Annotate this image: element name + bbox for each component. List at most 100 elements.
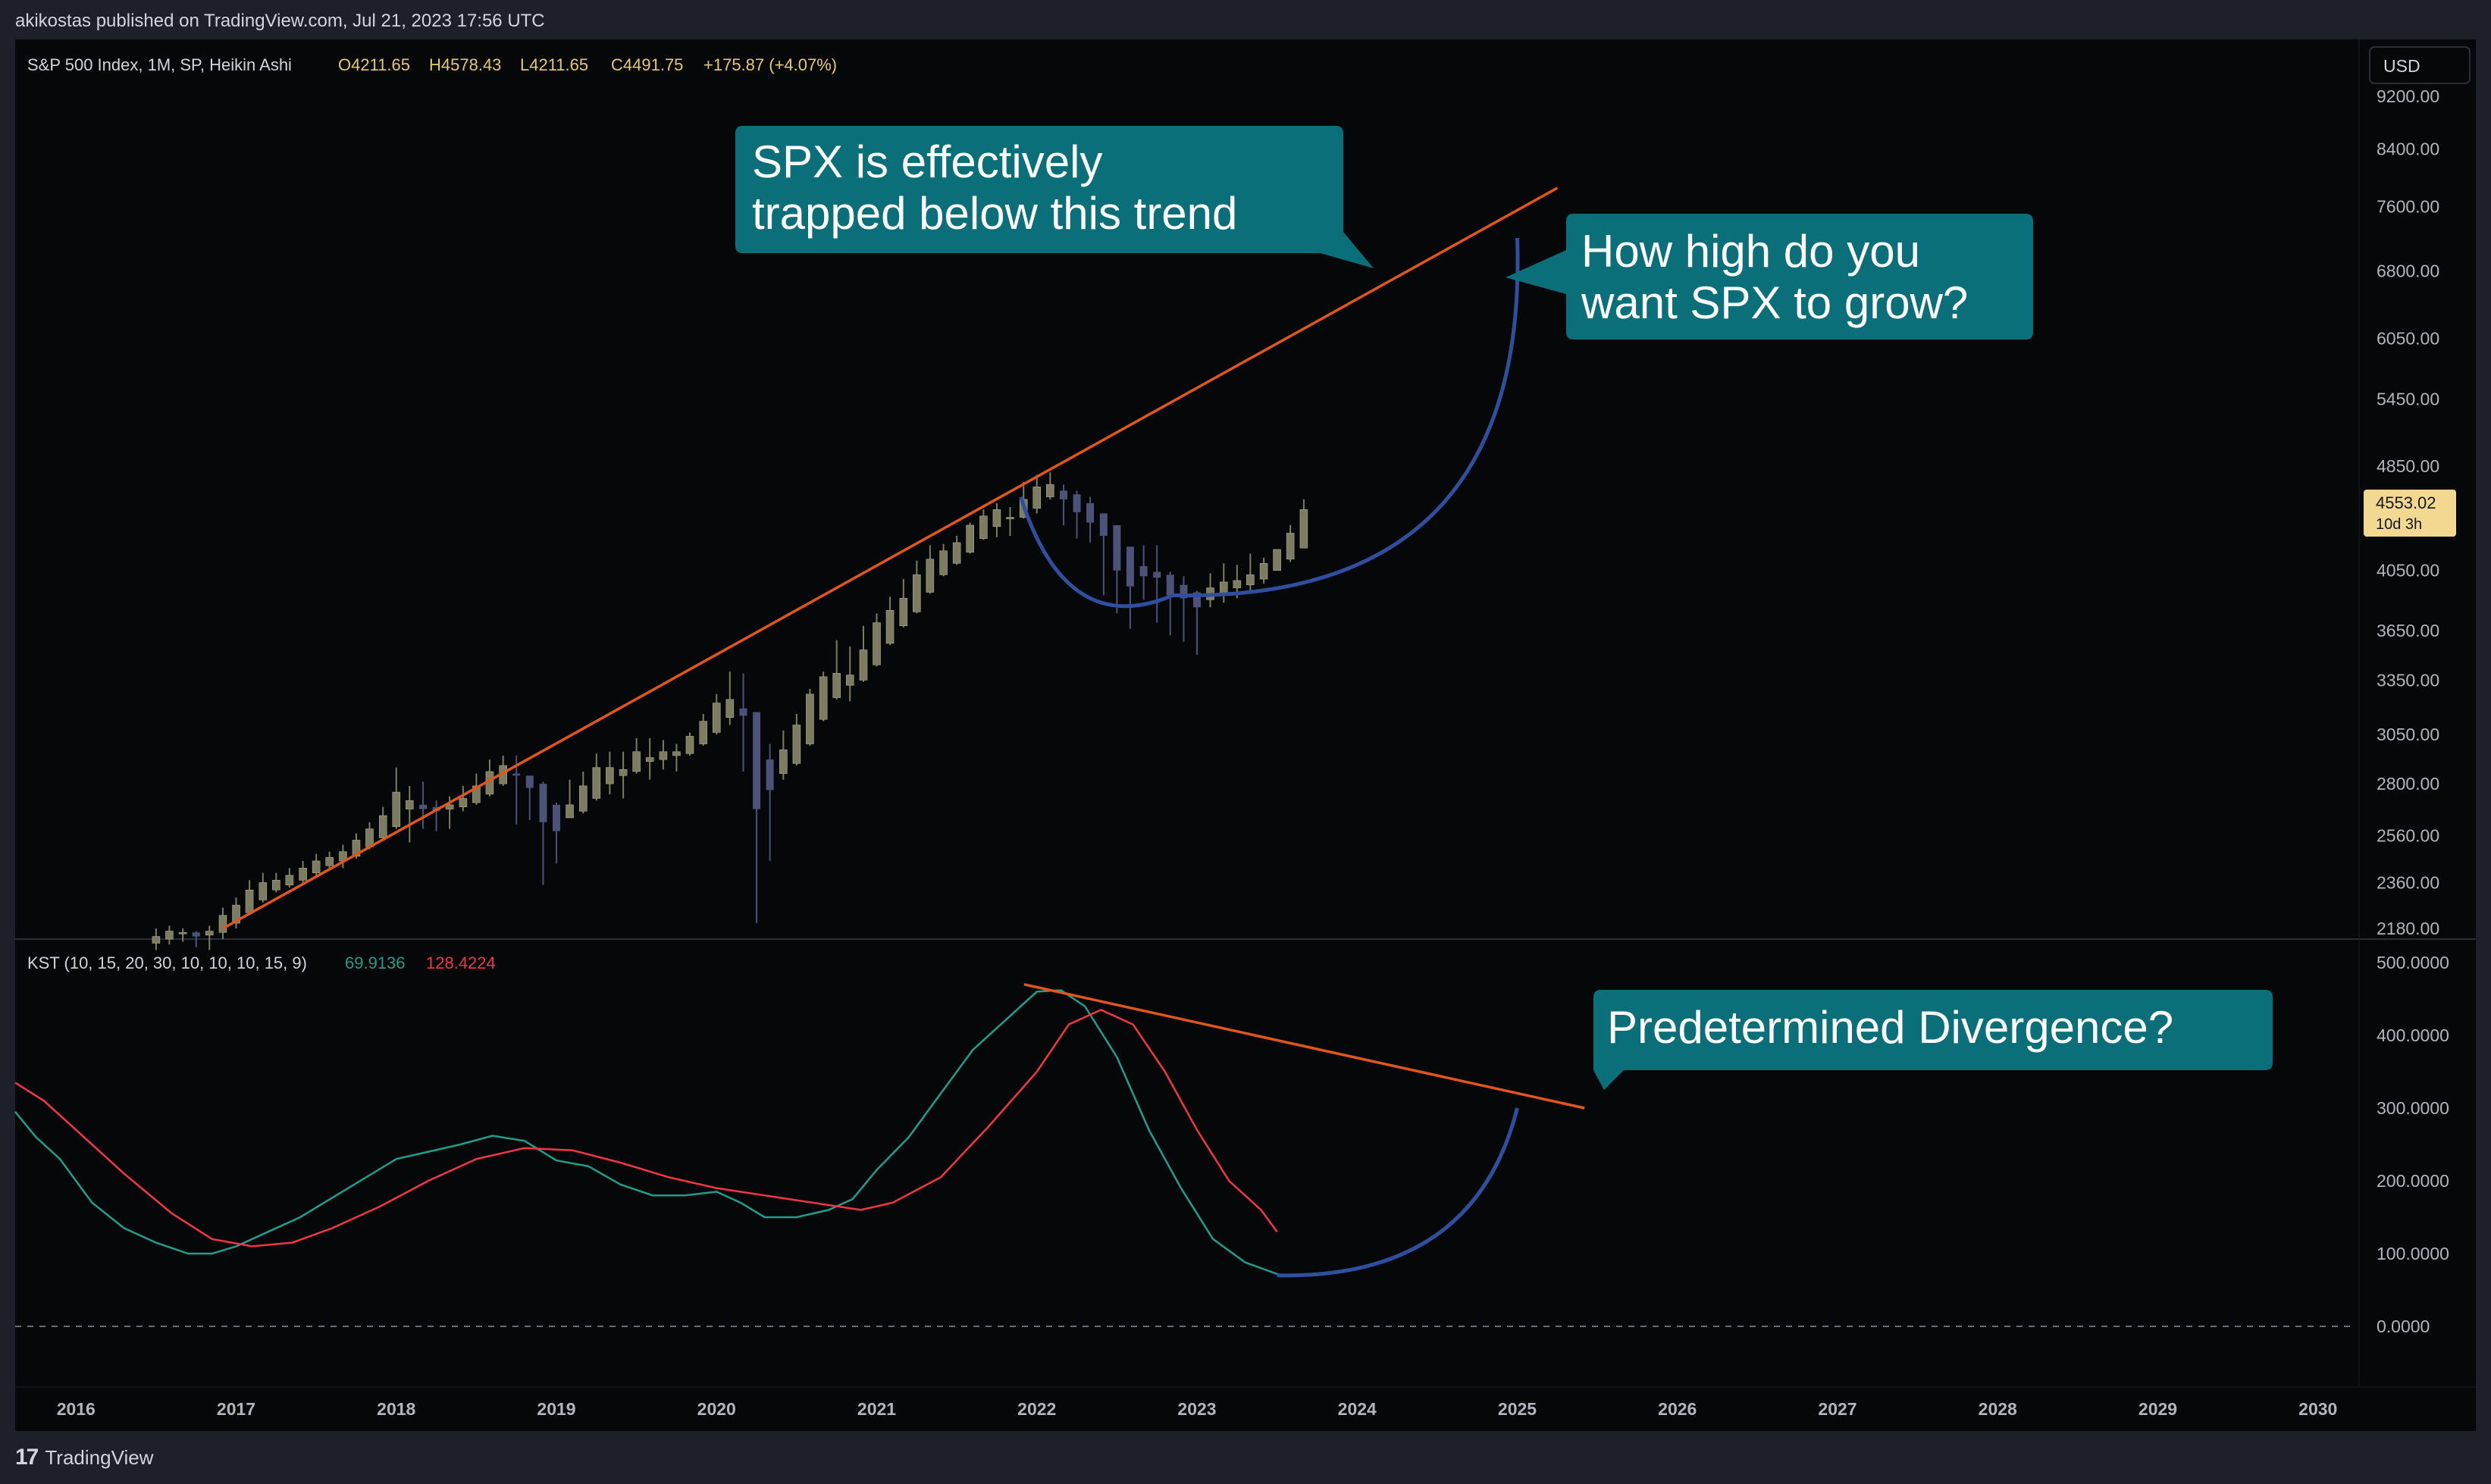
candle-body: [312, 860, 321, 873]
price-tick-label: 4050.00: [2377, 561, 2439, 581]
time-tick-label: 2027: [1818, 1399, 1856, 1419]
candle-body: [1086, 502, 1095, 523]
main-legend-symbol[interactable]: S&P 500 Index, 1M, SP, Heikin Ashi: [27, 55, 292, 74]
main-projection-curve[interactable]: [1019, 237, 1520, 609]
time-tick-label: 2025: [1498, 1399, 1537, 1419]
candle-body: [699, 721, 708, 744]
tradingview-brand: TradingView: [45, 1445, 154, 1469]
candle-body: [152, 936, 161, 944]
candle-body: [685, 736, 694, 754]
kst-tick-label: 100.0000: [2377, 1244, 2449, 1263]
price-tick-label: 3350.00: [2377, 670, 2439, 690]
candle-body: [352, 840, 361, 857]
kst-legend-signal-value: 128.4224: [426, 953, 496, 972]
time-tick-label: 2021: [857, 1399, 896, 1419]
price-label-countdown: 10d 3h: [2376, 516, 2422, 533]
chart-background: [15, 39, 2476, 1431]
candle-body: [1246, 575, 1255, 586]
published-info: akikostas published on TradingView.com, …: [15, 11, 545, 31]
candle-body: [445, 804, 454, 809]
candle-body: [1045, 484, 1054, 497]
price-axis[interactable]: 9200.00 8400.00 7600.00 6800.00 6050.00 5450.…: [2377, 86, 2439, 938]
price-tick-label: 2560.00: [2377, 825, 2439, 845]
candle-body: [325, 857, 334, 866]
time-tick-label: 2016: [57, 1399, 96, 1419]
candle-body: [285, 875, 294, 886]
candle-body: [232, 904, 240, 924]
candle-body: [819, 676, 828, 720]
grow-callout-line-2: want SPX to grow?: [1581, 277, 1968, 328]
price-tick-label: 5450.00: [2377, 389, 2439, 409]
price-tick-label: 2360.00: [2377, 873, 2439, 893]
candle-body: [619, 769, 628, 776]
time-tick-label: 2018: [377, 1399, 415, 1419]
price-tick-label: 3050.00: [2377, 725, 2439, 744]
candle-body: [939, 550, 948, 575]
candle-body: [899, 598, 908, 627]
candle-body: [299, 868, 307, 881]
candle-body: [885, 609, 895, 644]
grow-callout-box[interactable]: [1506, 214, 2033, 340]
candle-body: [1219, 581, 1228, 594]
current-price-label: 4553.02 10d 3h: [2364, 490, 2456, 537]
candle-body: [1153, 571, 1161, 578]
candle-body: [806, 693, 814, 744]
candle-body: [512, 773, 521, 776]
candle-body: [1273, 549, 1281, 571]
time-tick-label: 2019: [537, 1399, 575, 1419]
kst-projection-curve[interactable]: [1277, 1107, 1519, 1278]
tradingview-logo[interactable]: 17 TradingView: [15, 1445, 153, 1470]
legend-low: L4211.65: [520, 55, 588, 74]
tradingview-logo-icon: 17: [15, 1445, 39, 1470]
candle-body: [1139, 566, 1148, 577]
candle-body: [979, 515, 988, 539]
time-axis[interactable]: 2016 2017 2018 2019 2020 2021 2022 2023 2024 2025…: [57, 1399, 2338, 1419]
divergence-callout[interactable]: Predetermined Divergence?: [1593, 990, 2273, 1090]
candle-body: [245, 889, 254, 913]
candle-body: [1233, 580, 1242, 588]
candle-body: [1286, 533, 1295, 560]
currency-button-label[interactable]: USD: [2383, 56, 2420, 76]
candle-body: [845, 675, 854, 686]
candle-body: [1126, 546, 1134, 587]
candle-body: [566, 804, 574, 819]
footer: [0, 1431, 2491, 1484]
grow-callout[interactable]: How high do you want SPX to grow?: [1506, 214, 2033, 340]
divergence-callout-text: Predetermined Divergence?: [1607, 1002, 2173, 1053]
kst-legend-name[interactable]: KST (10, 15, 20, 30, 10, 10, 10, 15, 9): [27, 953, 307, 972]
candle-body: [992, 509, 1001, 527]
candle-body: [378, 815, 387, 838]
grow-callout-line-1: How high do you: [1581, 226, 1920, 277]
candle-body: [272, 879, 280, 891]
candle-body: [739, 708, 747, 716]
kst-trendline[interactable]: [1023, 983, 1585, 1110]
candle-body: [792, 725, 801, 764]
candle-body: [1180, 584, 1188, 599]
candles: [152, 472, 1308, 950]
currency-button[interactable]: USD: [2369, 46, 2471, 84]
candle-body: [1299, 509, 1308, 549]
time-tick-label: 2017: [217, 1399, 255, 1419]
main-trendline[interactable]: [222, 186, 1559, 930]
legend-open: O4211.65: [338, 55, 410, 74]
kst-tick-label: 400.0000: [2377, 1025, 2449, 1045]
kst-legend-value: 69.9136: [345, 953, 406, 972]
candle-body: [952, 542, 961, 564]
trend-callout[interactable]: SPX is effectively trapped below this tr…: [735, 126, 1374, 268]
candle-body: [832, 673, 841, 698]
kst-tick-label: 200.0000: [2377, 1171, 2449, 1191]
candle-body: [525, 775, 534, 788]
candle-body: [578, 785, 588, 812]
kst-tick-label: 500.0000: [2377, 953, 2449, 972]
divergence-callout-box[interactable]: [1593, 990, 2273, 1090]
legend-close: C4491.75: [611, 55, 683, 74]
currency-button-frame[interactable]: [2369, 46, 2471, 84]
candle-body: [1193, 592, 1202, 608]
candle-body: [459, 798, 468, 807]
kst-axis[interactable]: 500.0000 400.0000 300.0000 200.0000 100.0000…: [2377, 953, 2449, 1336]
candle-body: [392, 791, 401, 827]
trend-callout-box[interactable]: [735, 126, 1374, 268]
trend-callout-line-1: SPX is effectively: [752, 136, 1102, 187]
price-tick-label: 4850.00: [2377, 456, 2439, 476]
